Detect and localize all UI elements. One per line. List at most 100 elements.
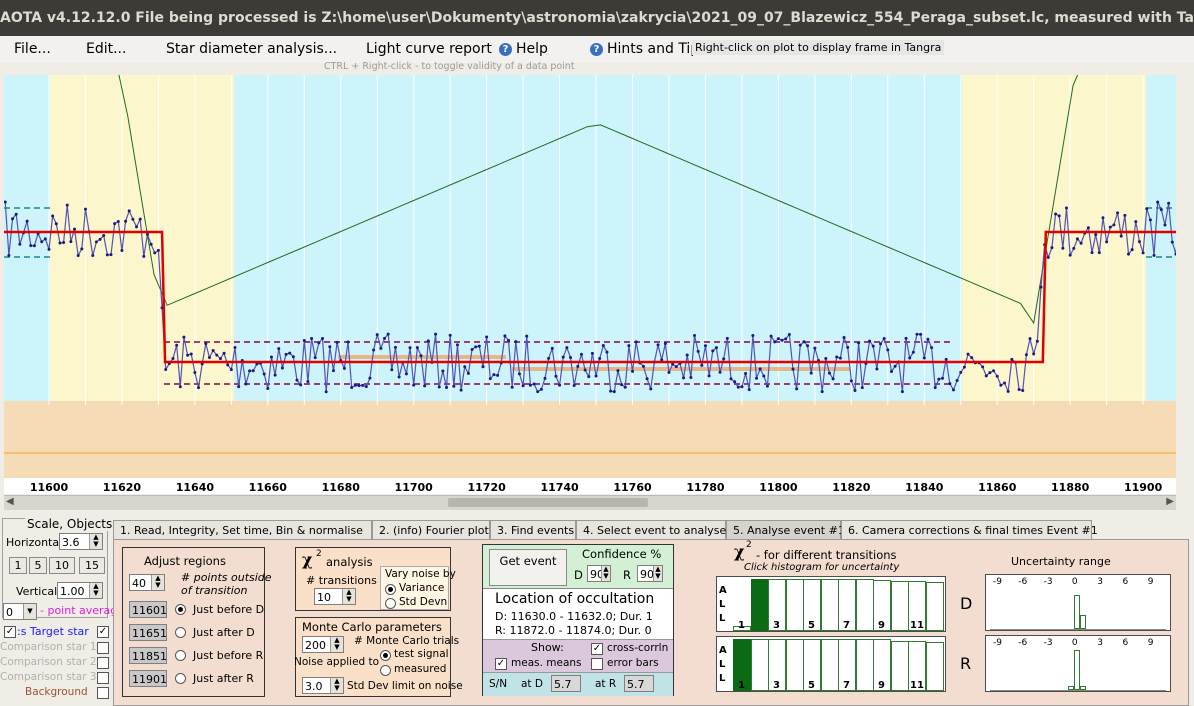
sn-label: S/N <box>489 678 508 690</box>
comparison-star-3-checkbox[interactable] <box>97 672 109 684</box>
region-boundary-radio[interactable] <box>175 627 186 638</box>
measured-radio[interactable] <box>380 665 391 676</box>
chi-symbol-icon: χ <box>302 550 313 569</box>
menu-hints[interactable]: ? Hints and Tips <box>590 41 707 57</box>
vertical-spin-icon[interactable]: ▲ ▼ <box>89 583 102 598</box>
d-histogram-label: D <box>960 594 973 613</box>
std-dev-spin-icon[interactable]: ▲ ▼ <box>330 678 343 693</box>
transitions-input[interactable]: 10 ▲ ▼ <box>314 588 356 605</box>
test-signal-radio[interactable] <box>380 650 391 661</box>
std-dev-limit-value: 3.0 <box>305 680 323 693</box>
data-point <box>218 357 222 361</box>
data-point <box>109 253 113 257</box>
points-outside-input[interactable]: 40 ▲ ▼ <box>129 574 165 591</box>
std-dev-limit-label: Std Dev limit on noise <box>347 680 463 692</box>
region-boundary-radio[interactable] <box>175 673 186 684</box>
data-point <box>868 339 872 343</box>
region-boundary-radio[interactable] <box>175 650 186 661</box>
data-point <box>266 386 270 390</box>
error-bars-label: error bars <box>607 657 659 669</box>
menu-light-curve-report[interactable]: Light curve report <box>366 41 492 57</box>
plot-scrollbar[interactable]: ◀ ▶ <box>4 495 1176 510</box>
tab-select-event[interactable]: 4. Select event to analyse <box>576 520 726 539</box>
data-point <box>98 237 102 241</box>
histogram-subtitle: Click histogram for uncertainty <box>744 562 900 573</box>
scroll-thumb[interactable] <box>448 498 648 507</box>
confidence-d-spin-icon[interactable]: ▲ ▼ <box>601 566 610 581</box>
variance-radio[interactable] <box>385 584 396 595</box>
dropdown-icon[interactable]: ▼ <box>23 604 36 619</box>
data-point <box>295 378 299 382</box>
vertical-scale-input[interactable]: 1.00 ▲ ▼ <box>57 582 103 599</box>
confidence-r-spin-icon[interactable]: ▲ ▼ <box>653 566 662 581</box>
data-point <box>587 375 591 379</box>
data-point <box>193 371 197 375</box>
meas-means-checkbox[interactable]: ✓ <box>495 658 507 670</box>
target-star-checkbox[interactable]: ✓ <box>4 626 16 638</box>
histogram-bar[interactable] <box>890 580 909 631</box>
cross-corr-checkbox[interactable]: ✓ <box>591 643 603 655</box>
histogram-bar[interactable] <box>785 579 804 631</box>
data-point <box>273 373 277 377</box>
transitions-spin-icon[interactable]: ▲ ▼ <box>342 589 355 604</box>
histogram-bar[interactable] <box>925 641 944 691</box>
confidence-d-input[interactable]: 90 ▲ ▼ <box>587 565 611 582</box>
comparison-star-2-checkbox[interactable] <box>97 657 109 669</box>
data-point <box>226 363 230 367</box>
tab-find-events[interactable]: 3. Find events <box>490 520 576 539</box>
menu-edit[interactable]: Edit... <box>86 41 127 57</box>
light-curve-plot[interactable] <box>4 75 1176 494</box>
menu-file[interactable]: File... <box>14 41 51 57</box>
histogram-bar[interactable] <box>855 639 874 691</box>
scale-button-5[interactable]: 5 <box>29 557 47 574</box>
scale-button-10[interactable]: 10 <box>49 557 75 574</box>
plot-floor <box>4 401 1176 478</box>
region-boundary-field[interactable]: 11901.0 <box>129 670 167 687</box>
get-event-button[interactable]: Get event <box>489 549 567 586</box>
scale-button-1[interactable]: 1 <box>9 557 27 574</box>
vary-noise-label: Vary noise by <box>385 568 456 580</box>
data-point <box>503 334 507 338</box>
background-checkbox[interactable] <box>97 687 109 699</box>
point-average-select[interactable]: 0 ▼ <box>3 603 37 620</box>
tab-camera-corrections[interactable]: 6. Camera corrections & final times Even… <box>841 520 1098 539</box>
monte-carlo-trials-input[interactable]: 200 ▲ ▼ <box>302 636 344 653</box>
tab-analyse-event[interactable]: 5. Analyse event #1 <box>726 520 845 539</box>
region-boundary-radio[interactable] <box>175 604 186 615</box>
r-histogram[interactable]: A L L 1 3 5 7 9 11 <box>716 636 946 692</box>
d-histogram[interactable]: A L L 1 3 5 7 9 11 <box>716 576 946 632</box>
std-dev-limit-input[interactable]: 3.0 ▲ ▼ <box>302 677 344 694</box>
data-point <box>328 345 332 349</box>
scroll-left-icon[interactable]: ◀ <box>6 496 14 507</box>
trials-spin-icon[interactable]: ▲ ▼ <box>330 637 343 652</box>
scale-button-15[interactable]: 15 <box>79 557 105 574</box>
std-devn-radio[interactable] <box>385 598 396 609</box>
histogram-bar[interactable] <box>820 579 839 631</box>
histogram-bar[interactable] <box>925 581 944 631</box>
target-star-visible-checkbox[interactable]: ✓ <box>97 626 109 638</box>
confidence-r-input[interactable]: 90 ▲ ▼ <box>637 565 663 582</box>
histogram-bar[interactable] <box>820 639 839 691</box>
tab-fourier[interactable]: 2. (info) Fourier plot <box>372 520 490 539</box>
points-spin-icon[interactable]: ▲ ▼ <box>151 575 164 590</box>
histogram-bar[interactable] <box>785 639 804 691</box>
region-boundary-field[interactable]: 11651.0 <box>129 624 167 641</box>
horizontal-scale-input[interactable]: 3.6 ▲ ▼ <box>59 533 103 550</box>
menu-star-diameter[interactable]: Star diameter analysis... <box>166 41 338 57</box>
menu-help[interactable]: ? Help <box>499 41 548 57</box>
data-point <box>280 366 284 370</box>
histogram-bar[interactable] <box>750 639 769 691</box>
histogram-bar[interactable] <box>855 579 874 631</box>
error-bars-checkbox[interactable] <box>591 658 603 670</box>
comparison-star-1-checkbox[interactable] <box>97 642 109 654</box>
data-point <box>620 383 624 387</box>
data-point <box>178 385 182 389</box>
data-point <box>368 376 372 380</box>
scroll-right-icon[interactable]: ▶ <box>1166 496 1174 507</box>
region-boundary-field[interactable]: 11601.0 <box>129 601 167 618</box>
histogram-bar[interactable] <box>890 640 909 691</box>
region-boundary-field[interactable]: 11851.0 <box>129 647 167 664</box>
histogram-bar[interactable] <box>750 579 769 631</box>
horizontal-spin-icon[interactable]: ▲ ▼ <box>89 534 102 549</box>
tab-read-integrity[interactable]: 1. Read, Integrity, Set time, Bin & norm… <box>113 520 372 539</box>
